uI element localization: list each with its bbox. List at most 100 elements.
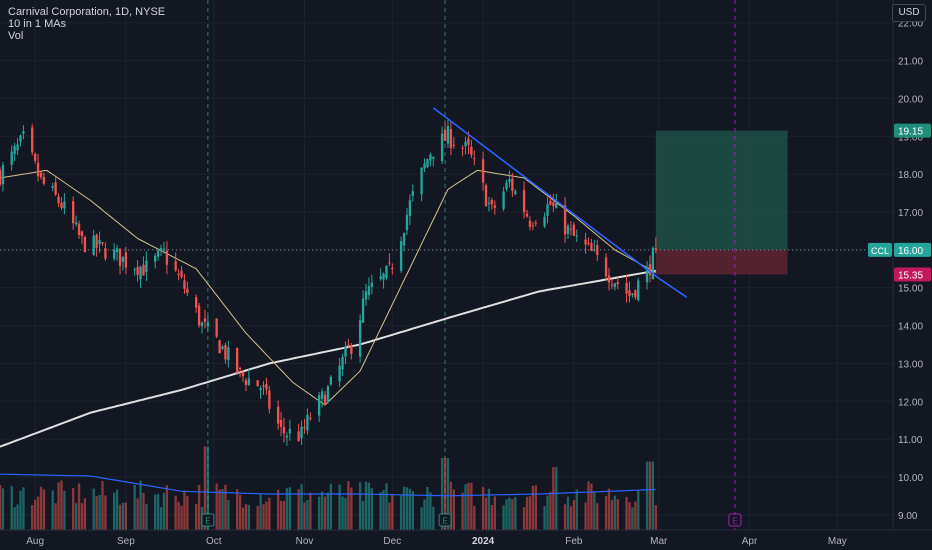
candle-body bbox=[391, 267, 394, 270]
price-tick-12: 10.00 bbox=[898, 473, 923, 484]
volume-bar bbox=[74, 503, 78, 530]
candle-body bbox=[323, 394, 327, 406]
candle-body bbox=[118, 248, 122, 266]
chart-legend: Carnival Corporation, 1D, NYSE 10 in 1 M… bbox=[8, 6, 165, 42]
ma-indicator-label[interactable]: 10 in 1 MAs bbox=[8, 18, 67, 30]
volume-indicator-label[interactable]: Vol bbox=[8, 30, 24, 42]
loss-zone bbox=[655, 249, 788, 275]
volume-bar bbox=[481, 487, 485, 530]
volume-bar bbox=[265, 501, 268, 530]
volume-bar bbox=[165, 485, 169, 530]
volume-bar bbox=[329, 483, 333, 530]
volume-bar bbox=[616, 499, 619, 530]
candle-body bbox=[215, 318, 218, 337]
volume-bar bbox=[549, 492, 552, 530]
volume-bar bbox=[83, 498, 87, 530]
price-tick-13: 9.00 bbox=[898, 511, 918, 522]
volume-bar bbox=[420, 507, 423, 530]
candle-body bbox=[566, 225, 570, 234]
volume-bar bbox=[613, 495, 617, 530]
candle-body bbox=[72, 201, 75, 224]
candle-body bbox=[145, 260, 148, 272]
volume-bar bbox=[16, 504, 19, 530]
volume-bar bbox=[502, 505, 505, 530]
earnings-marker-2[interactable]: E bbox=[728, 513, 742, 527]
candle-body bbox=[227, 347, 230, 361]
volume-bar bbox=[402, 486, 406, 530]
candle-body bbox=[525, 213, 529, 217]
candle-body bbox=[429, 154, 432, 161]
candle-body bbox=[42, 176, 46, 184]
volume-bar bbox=[522, 507, 526, 530]
candle-body bbox=[244, 380, 248, 385]
candle-body bbox=[449, 129, 453, 149]
volume-bar bbox=[543, 506, 546, 530]
candle-body bbox=[57, 196, 60, 204]
volume-bar bbox=[197, 485, 201, 530]
candle-body bbox=[256, 380, 259, 387]
candle-body bbox=[80, 231, 84, 237]
candle-body bbox=[317, 395, 321, 416]
volume-bar bbox=[238, 494, 242, 530]
candle-body bbox=[183, 280, 186, 289]
volume-bar bbox=[370, 488, 374, 530]
candle-body bbox=[262, 385, 265, 387]
volume-bar bbox=[92, 488, 95, 530]
time-tick-9: May bbox=[828, 536, 847, 547]
candle-body bbox=[432, 156, 435, 159]
candle-body bbox=[648, 264, 652, 276]
last-price-label-text: 16.00 bbox=[898, 246, 923, 257]
volume-bar bbox=[282, 500, 286, 530]
volume-bar bbox=[651, 461, 655, 530]
volume-bar bbox=[136, 498, 139, 530]
volume-bar bbox=[98, 494, 101, 530]
candle-body bbox=[101, 242, 104, 244]
price-tick-4: 18.00 bbox=[898, 170, 923, 181]
volume-bar bbox=[42, 489, 46, 530]
candle-body bbox=[320, 391, 324, 399]
candle-body bbox=[440, 133, 444, 162]
volume-bar bbox=[268, 497, 271, 530]
volume-bar bbox=[72, 488, 75, 530]
volume-bar bbox=[593, 492, 596, 530]
symbol-title[interactable]: Carnival Corporation, 1D, NYSE bbox=[8, 6, 166, 18]
volume-bar bbox=[19, 490, 22, 530]
currency-button[interactable]: USD bbox=[892, 4, 926, 22]
volume-bar bbox=[104, 495, 107, 530]
ticker-tag: CCL bbox=[868, 242, 892, 257]
candle-body bbox=[358, 320, 362, 357]
volume-bar bbox=[654, 505, 658, 530]
time-tick-4: Dec bbox=[383, 536, 401, 547]
candle-body bbox=[505, 182, 508, 189]
time-tick-7: Mar bbox=[650, 536, 668, 547]
volume-bar bbox=[317, 496, 321, 530]
volume-bar bbox=[303, 502, 306, 530]
volume-bar bbox=[118, 504, 122, 530]
volume-bar bbox=[306, 500, 309, 530]
earnings-marker-1[interactable]: E bbox=[438, 513, 452, 527]
candle-body bbox=[115, 248, 119, 253]
volume-bar bbox=[241, 507, 245, 530]
volume-bar bbox=[121, 502, 125, 530]
candle-body bbox=[159, 248, 163, 251]
volume-bar bbox=[1, 488, 5, 530]
time-tick-6: Feb bbox=[565, 536, 583, 547]
volume-bar bbox=[628, 502, 631, 530]
candle-body bbox=[51, 186, 54, 188]
volume-bar bbox=[525, 496, 529, 530]
candle-body bbox=[367, 286, 371, 296]
time-tick-2: Oct bbox=[206, 536, 222, 547]
earnings-marker-0[interactable]: E bbox=[201, 513, 215, 527]
candle-body bbox=[452, 144, 455, 146]
candle-body bbox=[200, 322, 204, 327]
candle-body bbox=[297, 431, 300, 441]
volume-bar bbox=[645, 461, 649, 530]
candle-body bbox=[83, 237, 87, 253]
volume-bar bbox=[180, 505, 183, 530]
volume-bar bbox=[276, 489, 280, 530]
candle-body bbox=[464, 141, 467, 147]
candle-body bbox=[522, 189, 526, 213]
candle-body bbox=[63, 201, 66, 209]
candle-body bbox=[300, 426, 303, 439]
